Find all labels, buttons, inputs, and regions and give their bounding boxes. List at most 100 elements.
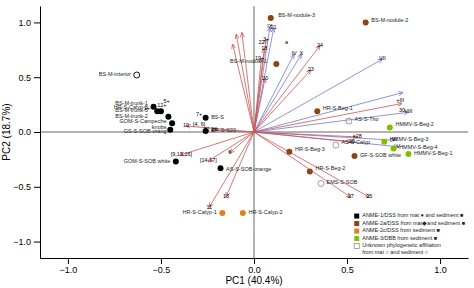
point-label: HR-S-Beg-1 — [323, 105, 353, 111]
vector — [254, 78, 265, 132]
point-label: EMS-S-SOB — [327, 180, 358, 186]
text-line: GS-S-SOB-orang — [124, 128, 167, 134]
text-line: ANME-2c/DSS from sediment ■ — [362, 228, 440, 234]
chart-container: −1.0 −0.5 0.0 0.5 1.0 −1.0 −0.5 0.0 0.5 1.0 BS-M-n… — [0, 0, 474, 288]
legend-label: ANME-3/DBB from sediment ■ — [362, 235, 437, 241]
y-axis-tick-mark — [34, 242, 40, 243]
x-axis-tick-mark — [347, 258, 348, 264]
legend-swatch — [354, 214, 359, 219]
point-label: AS-S-Calyp — [341, 139, 370, 145]
x-axis-tick: −1.0 — [60, 258, 78, 275]
y-axis-tick-mark — [34, 22, 40, 23]
point — [318, 180, 324, 186]
y-axis-tick: −0.5 — [13, 182, 40, 192]
point-label: BS-S — [211, 114, 224, 120]
x-axis: −1.0 −0.5 0.0 0.5 1.0 — [41, 258, 469, 275]
point — [333, 142, 339, 148]
text-line: BS-M-nodule-2 — [371, 18, 408, 24]
point — [169, 120, 175, 126]
y-axis-tick-label: 0.5 — [18, 73, 31, 83]
point — [351, 153, 357, 159]
point-label: AS-S-SOB-orange — [226, 167, 271, 173]
annotation: 11 — [206, 204, 212, 210]
point — [405, 151, 411, 157]
y-axis-tick-mark — [34, 132, 40, 133]
legend-label: ANME-1/DSS from mat ● and sediment ■ — [362, 213, 463, 219]
annotation: 10 — [183, 122, 189, 128]
annotation: 18 — [261, 45, 267, 51]
text-line: HR-S-Beg-3 — [295, 146, 325, 152]
point — [167, 127, 173, 133]
y-axis: −1.0 −0.5 0.0 0.5 1.0 — [13, 7, 40, 259]
vector — [254, 104, 402, 132]
annotation: V — [396, 143, 400, 149]
legend-item: ANME-3/DBB from sediment ■ — [354, 235, 437, 241]
point — [387, 125, 393, 131]
text-line: ANME-3/DBB from sediment ■ — [362, 235, 437, 241]
y-axis-tick-label: 0.0 — [18, 127, 31, 137]
x-axis-tick: −0.5 — [153, 258, 171, 275]
annotation: a — [285, 39, 289, 45]
labels: BS-M-nodule-3BS-M-nodule-2BS-M-nodule-1B… — [99, 12, 453, 215]
annotation: 20 — [262, 75, 268, 81]
vector — [254, 132, 357, 137]
vector — [254, 132, 351, 197]
point-label: BS-M-nodule-3 — [278, 12, 315, 18]
vector-set — [254, 27, 408, 146]
point-label: GOM-S-SOB white — [124, 158, 170, 164]
point — [314, 108, 320, 114]
annotation: 6 — [228, 149, 231, 155]
y-axis-tick-label: −1.0 — [13, 237, 31, 247]
text-line: GOM-S-SOB white — [124, 158, 170, 164]
x-axis-tick-label: 1.0 — [434, 265, 447, 275]
point-label: HR-S-Beg-2 — [315, 166, 345, 172]
annotation: 27 — [348, 193, 354, 199]
annotation: 25 — [366, 193, 372, 199]
legend-item: ANME-1/DSS from mat ● and sediment ■ — [354, 213, 463, 219]
point — [381, 139, 387, 145]
marks — [40, 6, 468, 258]
annotation: 12+ — [157, 102, 166, 108]
text-line: BS-S — [211, 114, 224, 120]
text-line: GF-S-SOB white — [360, 153, 401, 159]
text-line: ANME-2a/DSS from mat◆and sediment ■ — [362, 220, 465, 226]
vector — [242, 33, 254, 132]
text-line: HR-S-Beg-1 — [323, 105, 353, 111]
point — [273, 61, 279, 67]
point-label: HMMV-S-Beg-3 — [390, 136, 429, 142]
vector — [254, 93, 403, 132]
point — [307, 168, 313, 174]
vector — [254, 45, 320, 132]
annotation: IV — [291, 50, 297, 56]
text-line: HMMV-S-Beg-2 — [395, 122, 434, 128]
text-line: HR-S-Beg-2 — [315, 166, 345, 172]
vector — [226, 132, 254, 197]
annotation: 23 — [308, 66, 314, 72]
x-axis-title: PC1 (40.4%) — [225, 275, 282, 286]
vector — [254, 54, 301, 132]
annotation: [14,17] — [200, 157, 217, 163]
point — [240, 210, 246, 216]
point — [363, 19, 369, 25]
annotation: [9,15,16] — [171, 151, 193, 157]
vector — [254, 112, 408, 132]
point-label: BS-M-interior — [99, 71, 132, 77]
point-label: HR-S-Calyp-1 — [183, 210, 217, 216]
legend-swatch — [354, 229, 359, 234]
legend-swatch — [354, 244, 359, 249]
vector — [230, 132, 254, 153]
text-line: BS-M-interior — [99, 71, 132, 77]
point-label: HMMV-S-Beg-2 — [395, 122, 434, 128]
vector — [254, 59, 382, 132]
x-axis-tick-label: 0.0 — [248, 265, 261, 275]
y-axis-tick: −1.0 — [13, 237, 40, 247]
text-line: HMMV-S-Beg-3 — [390, 136, 429, 142]
point-label: AS-S-Tho — [354, 116, 378, 122]
y-axis-tick-label: 1.0 — [18, 18, 31, 28]
chart-svg: −1.0 −0.5 0.0 0.5 1.0 −1.0 −0.5 0.0 0.5 1.0 BS-M-n… — [0, 0, 474, 288]
annotation: 1+ — [144, 105, 150, 111]
x-axis-tick-label: 0.5 — [341, 265, 354, 275]
legend: ANME-1/DSS from mat ● and sediment ■ANME… — [354, 213, 465, 256]
x-axis-tick-mark — [68, 258, 69, 264]
y-axis-tick: 0.0 — [18, 127, 40, 137]
